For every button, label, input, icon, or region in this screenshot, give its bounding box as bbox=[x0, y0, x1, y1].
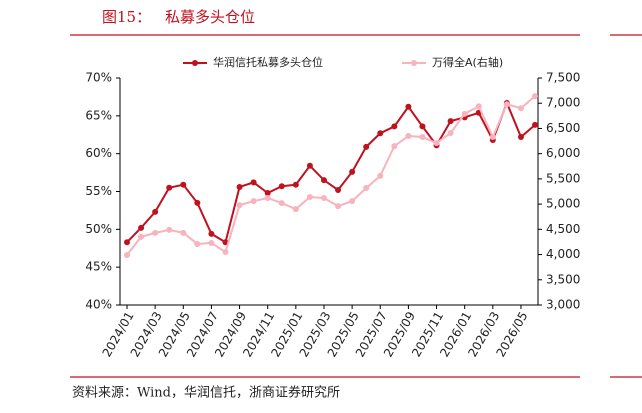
legend-marker bbox=[192, 60, 198, 66]
legend-marker bbox=[411, 60, 417, 66]
point bbox=[208, 230, 215, 237]
y-tick-label: 45% bbox=[85, 260, 112, 274]
point bbox=[250, 179, 257, 186]
point bbox=[138, 233, 145, 240]
point bbox=[320, 195, 327, 202]
point bbox=[377, 172, 384, 179]
y-tick-label: 70% bbox=[85, 71, 112, 85]
point bbox=[320, 177, 327, 184]
y-tick-label: 55% bbox=[85, 184, 112, 198]
point bbox=[532, 121, 539, 128]
legend-label: 万得全A(右轴) bbox=[432, 55, 503, 69]
point bbox=[306, 194, 313, 201]
point bbox=[363, 184, 370, 191]
series-line bbox=[126, 95, 536, 256]
y-tick-label: 50% bbox=[85, 222, 112, 236]
y2-tick-label: 4,500 bbox=[546, 222, 580, 236]
source-note: 资料来源：Wind，华润信托，浙商证券研究所 bbox=[72, 385, 340, 401]
point bbox=[503, 101, 510, 108]
y2-tick-label: 7,500 bbox=[546, 71, 580, 85]
point bbox=[461, 110, 468, 117]
point bbox=[250, 198, 257, 205]
series-line bbox=[126, 100, 536, 244]
y2-tick-label: 6,000 bbox=[546, 146, 580, 160]
point bbox=[208, 239, 215, 246]
point bbox=[194, 240, 201, 247]
y2-tick-label: 3,000 bbox=[546, 298, 580, 312]
point bbox=[180, 181, 187, 188]
legend-label: 华润信托私募多头仓位 bbox=[213, 55, 323, 69]
chart-title: 私募多头仓位 bbox=[165, 8, 255, 26]
point bbox=[377, 130, 384, 137]
y-tick-label: 40% bbox=[85, 298, 112, 312]
point bbox=[152, 229, 159, 236]
point bbox=[292, 181, 299, 188]
y2-tick-label: 7,000 bbox=[546, 96, 580, 110]
point bbox=[194, 199, 201, 206]
y2-tick-label: 4,000 bbox=[546, 247, 580, 261]
point bbox=[405, 133, 412, 140]
point bbox=[236, 202, 243, 209]
point bbox=[166, 184, 173, 191]
point bbox=[124, 239, 130, 246]
point bbox=[278, 200, 285, 207]
y2-tick-label: 5,500 bbox=[546, 171, 580, 185]
point bbox=[138, 224, 145, 231]
point bbox=[475, 103, 482, 110]
point bbox=[517, 105, 524, 112]
point bbox=[447, 129, 454, 136]
point bbox=[363, 143, 370, 150]
point bbox=[532, 93, 539, 100]
point bbox=[278, 183, 285, 190]
point bbox=[419, 134, 426, 141]
point bbox=[152, 208, 159, 215]
point bbox=[405, 103, 412, 110]
point bbox=[264, 190, 271, 197]
y2-tick-label: 6,500 bbox=[546, 121, 580, 135]
point bbox=[292, 206, 299, 213]
point bbox=[236, 183, 243, 190]
point bbox=[335, 186, 342, 193]
figure-label: 图15： bbox=[102, 8, 151, 26]
point bbox=[264, 195, 271, 202]
point bbox=[391, 123, 398, 130]
point bbox=[306, 162, 313, 169]
y-tick-label: 60% bbox=[85, 146, 112, 160]
point bbox=[489, 134, 496, 141]
point bbox=[349, 168, 356, 175]
point bbox=[433, 140, 440, 147]
point bbox=[335, 203, 342, 210]
point bbox=[222, 249, 229, 256]
point bbox=[124, 252, 130, 259]
point bbox=[447, 118, 454, 125]
y-tick-label: 65% bbox=[85, 108, 112, 122]
point bbox=[391, 143, 398, 150]
y2-tick-label: 5,000 bbox=[546, 197, 580, 211]
point bbox=[166, 226, 173, 233]
point bbox=[419, 123, 426, 130]
point bbox=[517, 134, 524, 141]
y2-tick-label: 3,500 bbox=[546, 272, 580, 286]
point bbox=[349, 198, 356, 205]
point bbox=[180, 229, 187, 236]
